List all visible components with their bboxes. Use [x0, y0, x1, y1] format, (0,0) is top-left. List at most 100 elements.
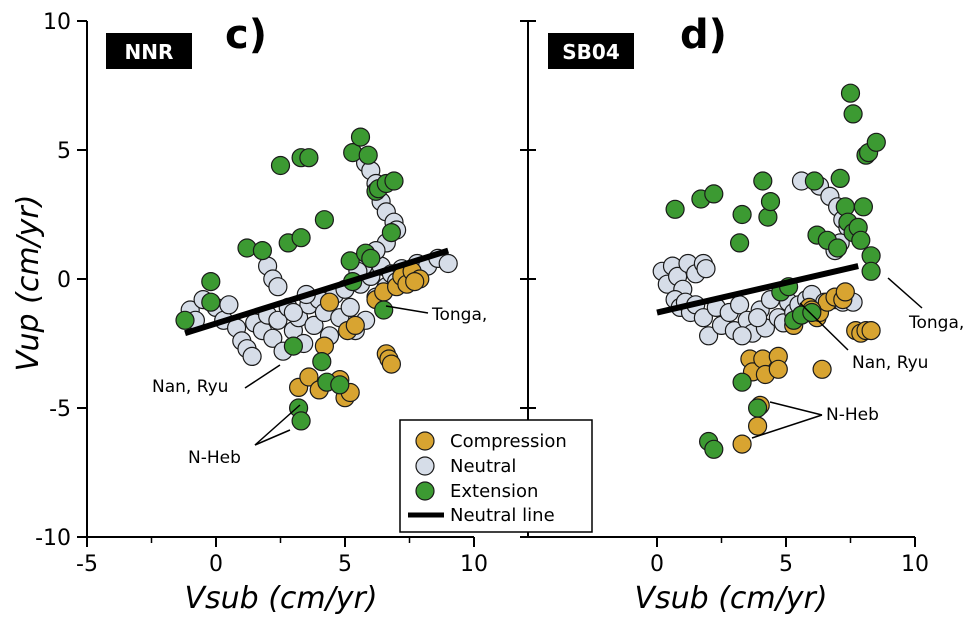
- legend-marker-compression: [415, 431, 435, 451]
- point-neutral: [263, 328, 283, 348]
- badge-sb04-bg: [548, 33, 634, 69]
- annotation-nanryu-d-text: Nan, Ryu: [852, 353, 928, 373]
- point-extension: [704, 439, 724, 459]
- point-compression: [747, 416, 768, 436]
- point-extension: [252, 241, 272, 261]
- points-d: [652, 83, 886, 459]
- point-compression: [345, 315, 365, 335]
- point-extension: [312, 352, 332, 372]
- annotation-nanryu-d: Nan, Ryu: [799, 302, 928, 373]
- point-neutral: [283, 302, 303, 323]
- x-tick-label: 0: [209, 552, 223, 577]
- point-extension: [732, 372, 752, 392]
- legend-label-neutral-line: Neutral line: [450, 505, 555, 526]
- point-extension: [384, 171, 404, 191]
- point-extension: [840, 83, 861, 103]
- x-tick-label: 10: [460, 552, 488, 577]
- neutral-line-c: [184, 247, 450, 337]
- point-extension: [175, 310, 195, 330]
- point-extension: [291, 411, 311, 431]
- neutral-line: [184, 247, 450, 337]
- panel-letter-c: c): [225, 12, 267, 58]
- point-extension: [704, 184, 724, 204]
- point-neutral: [698, 326, 719, 346]
- point-extension: [340, 251, 360, 271]
- point-compression: [861, 321, 881, 341]
- point-extension: [270, 155, 291, 176]
- point-extension: [753, 171, 773, 191]
- annotation-nanryu-c-text: Nan, Ryu: [152, 377, 228, 397]
- point-extension: [350, 127, 371, 147]
- point-compression: [732, 434, 752, 454]
- neutral-line: [656, 263, 859, 316]
- point-compression: [405, 272, 425, 292]
- point-neutral: [696, 259, 716, 279]
- point-extension: [314, 210, 334, 230]
- point-compression: [812, 359, 832, 379]
- x-axis-title-d: Vsub (cm/yr): [634, 581, 827, 616]
- point-extension: [201, 292, 221, 312]
- point-extension: [827, 238, 848, 258]
- badge-nnr: NNR: [125, 40, 174, 64]
- y-axis-title: Vup (cm/yr): [11, 195, 46, 372]
- x-tick-label: 5: [338, 552, 352, 577]
- point-neutral: [747, 308, 768, 328]
- x-tick-label: 5: [779, 552, 793, 577]
- annotation-tonga-c: Tonga,: [385, 305, 487, 325]
- point-neutral: [268, 310, 288, 330]
- y-tick-label: 0: [57, 268, 71, 293]
- y-tick-label: -10: [35, 526, 71, 551]
- point-neutral: [268, 277, 288, 297]
- point-extension: [361, 248, 381, 268]
- annotation-nanryu-c: Nan, Ryu: [152, 364, 281, 397]
- legend-marker-extension: [415, 481, 435, 501]
- x-tick-label: 0: [650, 552, 664, 577]
- point-extension: [861, 261, 881, 281]
- point-compression: [835, 282, 855, 302]
- point-extension: [851, 230, 871, 250]
- annotation-nheb-d-text: N-Heb: [826, 405, 879, 425]
- point-extension: [299, 148, 319, 168]
- annotation-tonga-d-text: Tonga,: [908, 313, 964, 333]
- point-neutral: [732, 326, 752, 346]
- point-extension: [330, 375, 350, 395]
- x-tick-label: 10: [901, 552, 929, 577]
- point-extension: [830, 168, 850, 188]
- legend-label-extension: Extension: [450, 481, 538, 502]
- point-extension: [283, 336, 303, 356]
- point-extension: [201, 272, 221, 292]
- point-compression: [381, 354, 401, 374]
- point-compression: [299, 367, 319, 387]
- neutral-line-d: [656, 263, 859, 316]
- point-extension: [374, 300, 394, 320]
- point-extension: [358, 145, 378, 165]
- point-extension: [804, 171, 825, 191]
- annotation-tonga-c-text: Tonga,: [431, 305, 487, 325]
- point-extension: [802, 302, 822, 323]
- point-neutral: [340, 297, 360, 317]
- annotation-nheb-c-text: N-Heb: [188, 448, 241, 468]
- point-neutral: [438, 253, 458, 274]
- x-axis-title-c: Vsub (cm/yr): [184, 581, 377, 616]
- point-extension: [853, 197, 874, 217]
- point-extension: [747, 398, 768, 418]
- point-extension: [843, 104, 863, 124]
- annotation-nheb-d: N-Heb: [751, 401, 879, 439]
- point-compression: [768, 359, 788, 379]
- point-neutral: [242, 346, 262, 366]
- badge-sb04: SB04: [562, 40, 619, 64]
- points-c: [175, 127, 458, 431]
- y-tick-label: 5: [57, 139, 71, 164]
- point-extension: [729, 233, 750, 253]
- badge-nnr-bg: [106, 33, 192, 69]
- point-neutral: [304, 315, 324, 335]
- legend-label-neutral: Neutral: [450, 456, 516, 477]
- annotation-tonga-d: Tonga,: [887, 277, 964, 333]
- point-extension: [760, 192, 781, 212]
- point-extension: [291, 228, 311, 248]
- x-tick-label: -5: [76, 552, 98, 577]
- panel-d: 0 5 10 SB04 d) Vsub (cm/yr) Tonga, Nan, Ry…: [528, 12, 964, 616]
